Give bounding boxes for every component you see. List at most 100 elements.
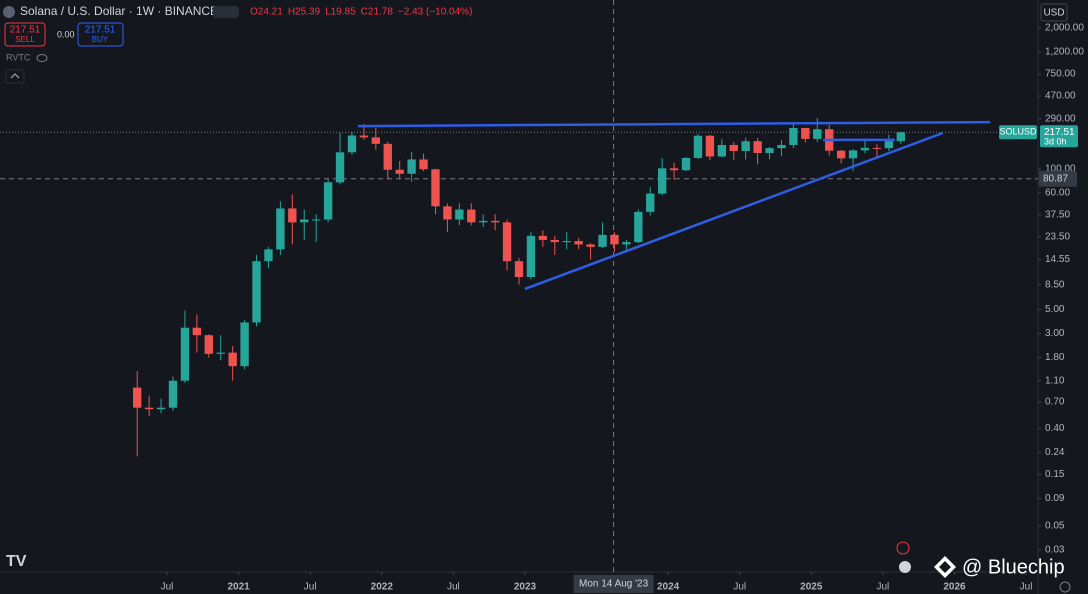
sell-button[interactable] xyxy=(4,22,46,47)
y-tick-label: 1.10 xyxy=(1045,375,1065,386)
status-icons[interactable] xyxy=(213,6,239,18)
x-tick-label: 2022 xyxy=(371,582,394,593)
x-tick-label: 2023 xyxy=(514,582,537,593)
candle-body xyxy=(264,249,273,262)
countdown: 3d 0h xyxy=(1044,137,1067,147)
y-tick-label: 23.50 xyxy=(1045,231,1070,242)
y-tick-label: 14.55 xyxy=(1045,254,1070,265)
candle-body xyxy=(646,193,655,212)
candle-body xyxy=(574,241,583,245)
candle-body xyxy=(848,150,858,159)
y-tick-label: 750.00 xyxy=(1045,69,1076,80)
candle-body xyxy=(705,135,715,157)
crosshair-date: Mon 14 Aug '23 xyxy=(579,579,649,590)
y-tick-label: 0.15 xyxy=(1045,469,1065,480)
candle-body xyxy=(753,141,762,153)
y-tick-label: 8.50 xyxy=(1045,279,1065,290)
candle-body xyxy=(526,235,536,278)
candle-body xyxy=(681,157,691,171)
candle-body xyxy=(133,387,142,408)
candle-body xyxy=(836,150,846,159)
candle-body xyxy=(610,234,619,245)
candle-body xyxy=(562,241,571,243)
trendline xyxy=(357,120,991,128)
candle-body xyxy=(813,129,822,139)
settings-icon[interactable] xyxy=(1059,581,1071,593)
alert-icon[interactable] xyxy=(896,541,910,555)
candle-body xyxy=(335,152,345,183)
last-price: 217.51 xyxy=(1044,127,1075,138)
candle-body xyxy=(598,234,607,247)
y-tick-label: 100.00 xyxy=(1045,163,1076,174)
candle-body xyxy=(431,169,440,207)
sell-price: 217.51 xyxy=(10,25,41,36)
collapse-icon xyxy=(10,73,20,79)
candle-body xyxy=(407,159,416,174)
y-tick-label: 0.03 xyxy=(1045,545,1065,556)
candle-body xyxy=(359,135,369,138)
candle-body xyxy=(693,135,703,158)
candle-body xyxy=(144,407,154,410)
y-tick-label: 1.80 xyxy=(1045,352,1065,363)
x-tick-label: 2024 xyxy=(657,582,680,593)
y-tick-label: 0.09 xyxy=(1045,493,1065,504)
candle-body xyxy=(801,128,810,139)
candle-body xyxy=(717,144,727,157)
visibility-icon[interactable] xyxy=(36,54,48,62)
candle-body xyxy=(729,144,738,152)
ohlc-value: O24.21 xyxy=(250,7,283,18)
candle-body xyxy=(669,168,679,171)
ohlc-values: O24.21 H25.39 L19.85 C21.78 −2.43 (−10.04%) xyxy=(250,7,472,18)
candle-body xyxy=(228,352,237,367)
plot-area xyxy=(0,0,1038,572)
candle-body xyxy=(443,206,452,220)
candle-body xyxy=(514,261,524,278)
candle-body xyxy=(216,352,225,354)
candle-body xyxy=(192,327,202,336)
candle-body xyxy=(872,147,882,149)
candle-body xyxy=(634,211,643,243)
candle-body xyxy=(276,208,285,250)
logo: TV xyxy=(6,553,27,570)
currency-button[interactable] xyxy=(1040,3,1068,22)
candle-body xyxy=(741,141,750,152)
candle-body xyxy=(371,137,381,144)
buy-label: BUY xyxy=(92,35,109,44)
candle-body xyxy=(311,219,321,221)
candle-body xyxy=(538,235,548,240)
candle-body xyxy=(288,208,297,223)
collapse-button[interactable] xyxy=(5,69,25,84)
ohlc-value: C21.78 xyxy=(361,7,394,18)
buy-button[interactable] xyxy=(77,22,124,47)
candle-body xyxy=(467,209,476,223)
candle-body xyxy=(240,322,249,367)
x-tick-label: 2025 xyxy=(800,582,823,593)
candle-body xyxy=(657,168,667,194)
y-tick-label: 0.24 xyxy=(1045,447,1065,458)
x-tick-label: Jul xyxy=(161,582,174,593)
candle-body xyxy=(622,242,631,245)
y-tick-label: 0.70 xyxy=(1045,397,1065,408)
candle-body xyxy=(252,261,261,323)
y-tick-label: 290.00 xyxy=(1045,113,1076,124)
x-tick-label: Jul xyxy=(1020,582,1033,593)
x-tick-label: 2026 xyxy=(943,582,966,593)
candle-body xyxy=(323,182,333,220)
y-tick-label: 60.00 xyxy=(1045,187,1070,198)
crosshair-date-box xyxy=(573,575,654,593)
ohlc-value: L19.85 xyxy=(325,7,356,18)
candle-body xyxy=(789,128,798,145)
candle-body xyxy=(586,244,595,247)
candle-body xyxy=(765,148,774,153)
x-tick-label: Jul xyxy=(733,582,746,593)
watermark: @ Bluechip xyxy=(962,556,1065,578)
x-tick-label: Jul xyxy=(876,582,889,593)
candle-body xyxy=(490,220,500,223)
candle-body xyxy=(884,141,894,149)
candle-body xyxy=(156,407,166,410)
symbol-label-box xyxy=(999,125,1037,140)
candle-body xyxy=(502,222,512,262)
crosshair-price: 80.87 xyxy=(1043,173,1068,184)
y-tick-label: 3.00 xyxy=(1045,328,1065,339)
